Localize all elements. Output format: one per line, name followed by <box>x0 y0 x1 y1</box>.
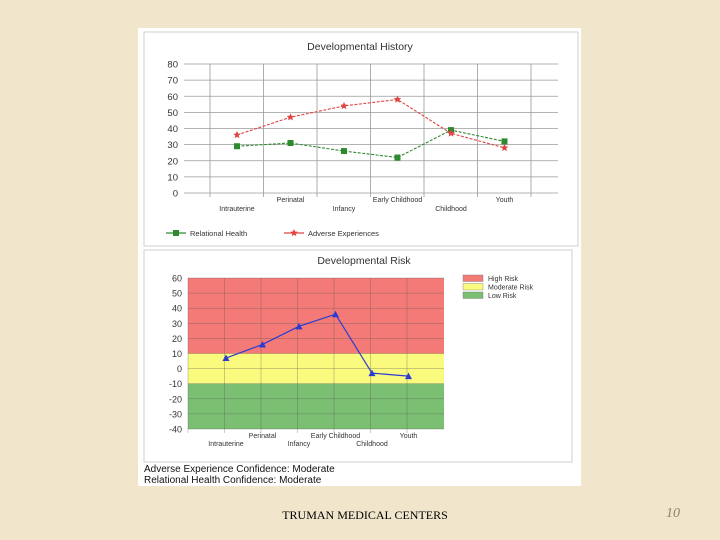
chart1-series <box>233 95 509 161</box>
top-bar-segment-2 <box>40 12 298 24</box>
chart1-title: Developmental History <box>307 41 413 53</box>
bottom-bar-segment-4 <box>534 491 695 498</box>
chart2-y-tick-label: 60 <box>172 274 182 284</box>
chart2-data-point <box>332 310 339 318</box>
chart2-data-point <box>368 369 376 377</box>
chart2-y-tick-label: 50 <box>172 289 182 299</box>
chart1-y-tick-label: 50 <box>167 108 178 119</box>
chart2-legend-swatch <box>462 283 484 291</box>
chart2-y-ticks: 60 50 40 30 20 10 0 -10 -20 -30 -40 <box>169 274 182 435</box>
chart2-data-point <box>222 354 230 362</box>
chart1-y-ticks: 0 10 20 30 40 50 60 70 80 <box>167 60 178 200</box>
chart1-legend-label: Relational Health <box>190 229 247 238</box>
chart2-title: Developmental Risk <box>317 255 411 267</box>
chart1-data-point <box>394 154 401 161</box>
chart1-legend-marker <box>173 230 179 236</box>
chart1-legend: Relational Health Adverse Experiences <box>166 229 379 238</box>
chart2-legend-swatch <box>462 291 484 299</box>
chart1-x-tick-label: Infancy <box>333 206 356 213</box>
figure-panel: Developmental History 0 10 20 30 40 50 60 70 80 … <box>138 28 581 486</box>
chart1-x-tick-label: Youth <box>496 197 514 204</box>
chart2-risk-band <box>188 278 444 354</box>
chart1-y-tick-label: 10 <box>167 172 178 183</box>
chart2-y-tick-label: 30 <box>172 319 182 329</box>
chart1-x-tick-label: Perinatal <box>277 197 305 204</box>
chart2-x-tick-label: Youth <box>400 433 418 440</box>
chart2-y-tick-label: -10 <box>169 379 182 389</box>
confidence-note-relational: Relational Health Confidence: Moderate <box>144 475 322 486</box>
chart1-x-tick-label: Childhood <box>435 206 467 213</box>
chart2-data-point <box>405 372 412 380</box>
top-accent-bar <box>0 12 720 24</box>
chart1-gridlines <box>184 63 558 197</box>
chart1-data-point <box>393 95 402 103</box>
page-number: 10 <box>666 506 680 521</box>
chart2-data-point <box>259 340 266 348</box>
chart1-data-point <box>500 143 509 152</box>
chart2-y-tick-label: -20 <box>169 394 182 404</box>
chart1-y-tick-label: 20 <box>167 156 178 167</box>
chart1-x-ticks: Intrauterine Perinatal Infancy Early Childh… <box>219 197 513 213</box>
chart2-x-tick-label: Early Childhood <box>311 433 361 440</box>
top-bar-segment-1 <box>0 12 40 24</box>
confidence-note-adverse: Adverse Experience Confidence: Moderate <box>144 464 335 475</box>
chart2-gridlines <box>187 277 444 433</box>
chart2-y-tick-label: -40 <box>169 425 182 435</box>
footer-organization: TRUMAN MEDICAL CENTERS <box>282 508 448 522</box>
chart2-x-tick-label: Infancy <box>288 441 311 448</box>
top-bar-segment-4 <box>548 12 720 24</box>
chart2-y-tick-label: 40 <box>172 304 182 314</box>
chart2-frame <box>143 249 573 463</box>
chart2-legend-label: Moderate Risk <box>488 285 534 292</box>
chart1-data-point <box>233 130 241 139</box>
chart1-data-point <box>234 143 240 150</box>
chart2-x-tick-label: Intrauterine <box>208 441 244 448</box>
chart1-y-tick-label: 80 <box>167 60 178 71</box>
chart1-legend-label: Adverse Experiences <box>308 229 379 238</box>
chart1-data-point <box>501 138 508 145</box>
chart1-data-point <box>341 148 347 155</box>
chart2-y-tick-label: 20 <box>172 334 182 344</box>
chart1-y-tick-label: 0 <box>173 189 178 200</box>
bottom-bar-segment-1 <box>18 491 180 498</box>
chart1-data-point <box>286 113 295 121</box>
chart1-y-tick-label: 30 <box>167 140 178 151</box>
top-bar-segment-3 <box>298 12 548 24</box>
chart2-series-line <box>225 313 409 377</box>
chart2-y-tick-label: -30 <box>169 409 182 419</box>
chart2-y-tick-label: 0 <box>177 364 182 374</box>
chart2-data-point <box>295 322 303 330</box>
chart2-risk-band <box>188 383 444 429</box>
chart1-x-tick-label: Intrauterine <box>219 206 255 213</box>
chart1-frame <box>143 31 579 247</box>
chart1-series-line <box>236 98 505 149</box>
chart1-data-point <box>287 140 294 147</box>
chart2-series <box>222 310 412 380</box>
chart1-data-point <box>447 129 455 137</box>
chart1-y-tick-label: 60 <box>167 92 178 103</box>
bottom-bar-segment-3 <box>354 491 534 498</box>
chart2-legend-label: Low Risk <box>488 293 517 300</box>
chart2-legend-swatch <box>462 274 484 282</box>
chart1-y-tick-label: 40 <box>167 124 178 135</box>
bottom-bar-segment-2 <box>180 491 354 498</box>
chart1-data-point <box>340 101 348 110</box>
chart2-x-tick-label: Childhood <box>356 441 388 448</box>
chart2-legend-label: High Risk <box>488 276 518 283</box>
charts-svg: Developmental History 01020304050607080 … <box>138 28 581 486</box>
chart1-legend-marker <box>290 229 298 237</box>
chart1-x-tick-label: Early Childhood <box>373 197 423 204</box>
bottom-accent-bar <box>18 491 695 498</box>
chart1-series-line <box>236 129 505 159</box>
chart2-y-tick-label: 10 <box>172 349 182 359</box>
chart2-x-tick-label: Perinatal <box>249 433 277 440</box>
chart1-y-tick-label: 70 <box>167 76 178 87</box>
